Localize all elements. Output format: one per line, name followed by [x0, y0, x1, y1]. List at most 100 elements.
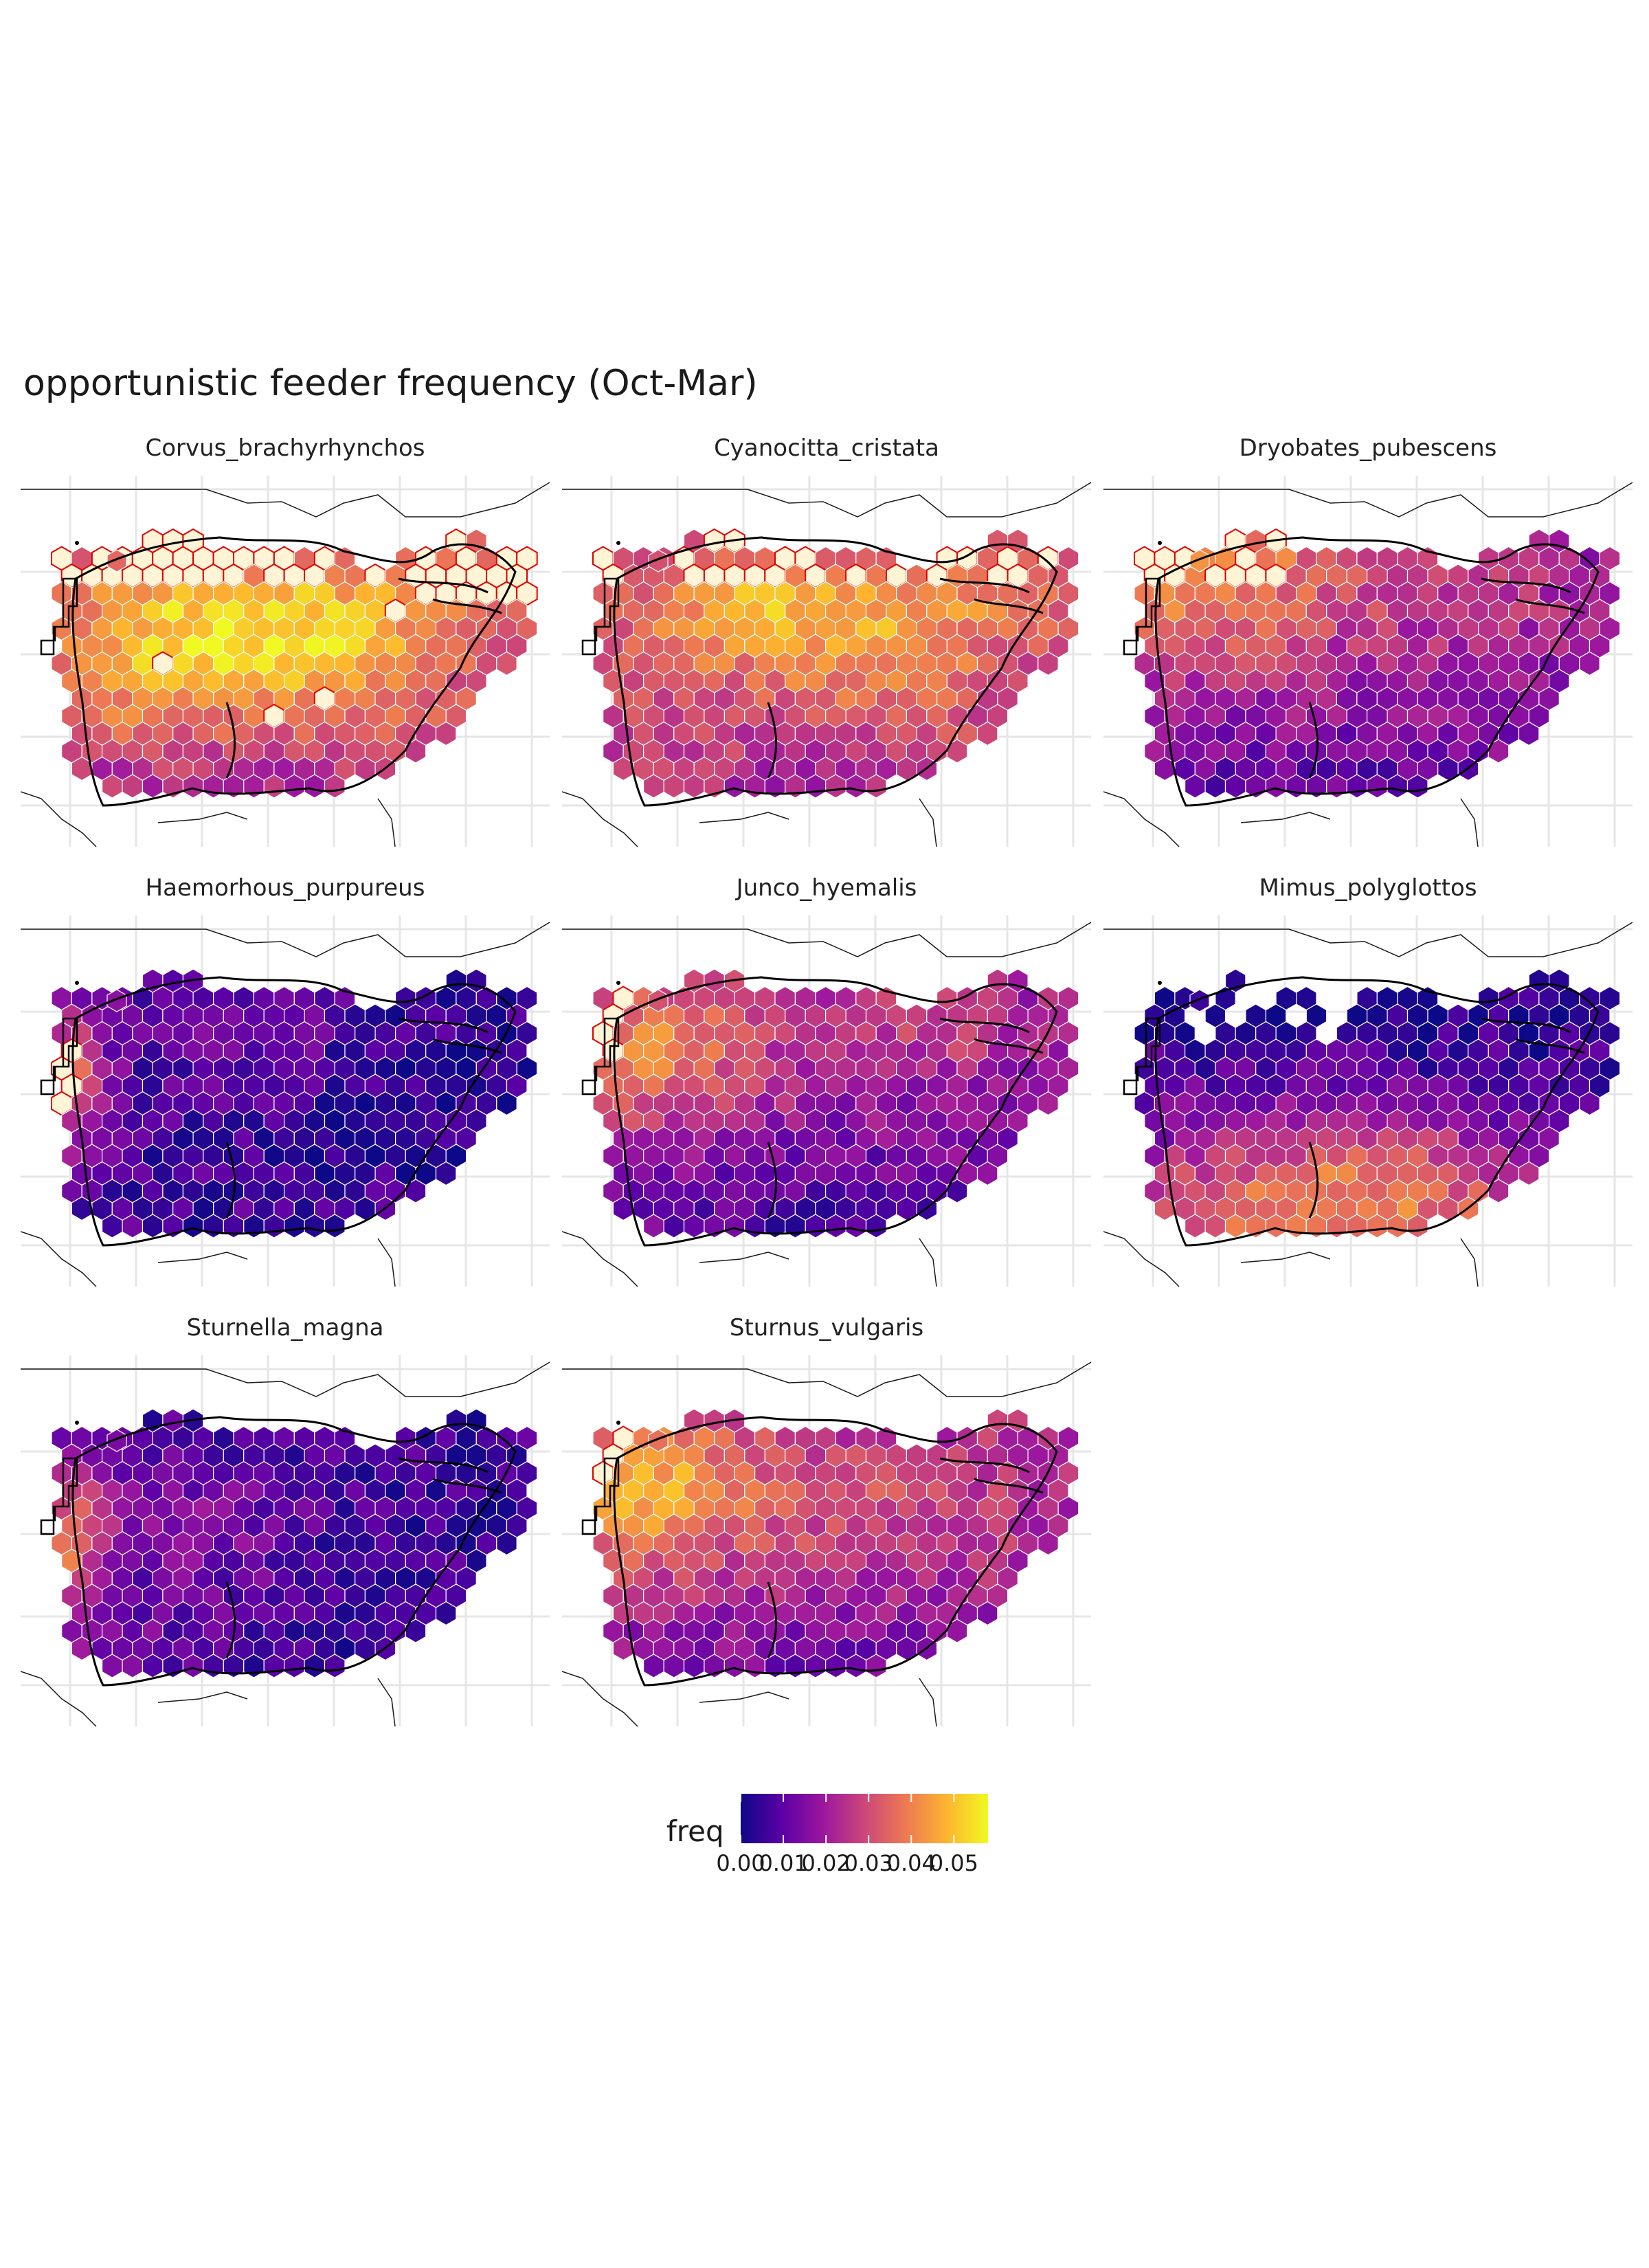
hex-cell	[1488, 739, 1510, 764]
hex-cell	[324, 1654, 346, 1678]
range-boundary	[1154, 976, 1600, 1247]
range-outline	[71, 1416, 517, 1687]
inset-bracket	[581, 577, 620, 656]
hex-cell	[648, 1429, 669, 1452]
hex-cell	[1518, 1161, 1540, 1186]
hex-cell	[1488, 1179, 1510, 1203]
range-outline	[71, 536, 517, 807]
hex-cell	[976, 1161, 998, 1186]
hex-cell	[1579, 651, 1600, 676]
hex-cells	[51, 1408, 538, 1678]
hex-cell	[324, 1214, 346, 1238]
hex-cell	[1037, 1531, 1059, 1556]
boundary-line	[1103, 1231, 1180, 1287]
hex-cell	[1037, 651, 1059, 676]
boundary-line	[157, 812, 248, 823]
range-boundary	[613, 1416, 1058, 1687]
marker-dot	[616, 1421, 620, 1425]
range-outline	[613, 976, 1058, 1247]
boundary-line	[562, 1361, 1091, 1397]
hex-cell	[435, 721, 457, 746]
hex-cell	[435, 1601, 457, 1626]
range-outline	[1154, 976, 1600, 1247]
range-boundary-inner	[225, 1581, 236, 1658]
hex-cell	[1406, 774, 1428, 799]
great-lakes-outline	[939, 1017, 1044, 1054]
inset-marker	[1123, 577, 1161, 656]
range-boundary	[71, 976, 517, 1247]
hex-cell	[106, 549, 127, 572]
boundary-line	[699, 1691, 789, 1703]
great-lakes-outline	[398, 1017, 502, 1054]
hex-cells	[1134, 528, 1621, 799]
map-sturnella-magna	[21, 1355, 550, 1727]
legend-tick-label: 0.00	[716, 1850, 765, 1876]
great-lakes-outline	[1481, 1017, 1585, 1054]
context-boundaries	[21, 922, 550, 1287]
boundary-line	[377, 1678, 396, 1727]
hex-cell	[946, 1179, 968, 1203]
inset-marker	[40, 1017, 78, 1096]
hex-cell	[496, 1531, 517, 1556]
legend-tick-label: 0.02	[801, 1850, 851, 1876]
great-lakes-outline	[398, 1457, 502, 1494]
hex-cells	[592, 968, 1079, 1238]
inset-marker	[581, 1017, 620, 1096]
context-boundaries	[1103, 482, 1633, 847]
great-lakes-outline	[398, 577, 502, 614]
panel-label: Corvus_brachyrhynchos	[145, 434, 425, 462]
range-outline	[1154, 536, 1600, 807]
boundary-line	[1460, 1238, 1479, 1287]
range-outline	[613, 1416, 1058, 1687]
hex-cell	[648, 989, 669, 1012]
range-boundary	[71, 536, 517, 807]
range-boundary	[1154, 536, 1600, 807]
context-boundaries	[21, 482, 550, 847]
legend-tick-label: 0.03	[844, 1850, 893, 1876]
boundary-line	[21, 1361, 550, 1397]
inset-marker	[40, 577, 78, 656]
range-boundary-inner	[1308, 702, 1319, 779]
hex-cell	[405, 1179, 427, 1203]
map-mimus-polyglottos	[1103, 915, 1633, 1287]
boundary-line	[562, 1231, 638, 1287]
panel-label: Sturnella_magna	[186, 1314, 384, 1342]
boundary-line	[21, 922, 550, 957]
hex-cell	[946, 739, 968, 764]
panel-label: Junco_hyemalis	[736, 874, 917, 902]
panel-label: Dryobates_pubescens	[1239, 434, 1497, 462]
hex-cell	[648, 549, 669, 572]
panel-label: Haemorhous_purpureus	[145, 874, 425, 902]
figure-title: opportunistic feeder frequency (Oct-Mar)	[23, 363, 758, 404]
context-boundaries	[21, 1361, 550, 1727]
hex-cell	[106, 1429, 127, 1452]
panel-label: Sturnus_vulgaris	[729, 1314, 924, 1342]
legend-colorbar	[741, 1794, 988, 1843]
great-lakes-outline	[1481, 577, 1585, 614]
range-boundary	[613, 536, 1058, 807]
boundary-line	[157, 1252, 248, 1263]
inset-bracket	[40, 1017, 78, 1096]
inset-bracket	[1123, 1017, 1161, 1096]
hex-cell	[1579, 1091, 1600, 1116]
hex-cells	[1134, 968, 1621, 1238]
hex-cells	[51, 528, 538, 799]
range-boundary-inner	[225, 702, 236, 779]
hex-cell	[976, 721, 998, 746]
boundary-line	[699, 812, 789, 823]
hex-cell	[865, 1214, 887, 1238]
marker-dot	[75, 981, 79, 985]
boundary-line	[1460, 798, 1479, 847]
legend-tick-label: 0.01	[759, 1850, 808, 1876]
boundary-line	[1240, 812, 1331, 823]
legend-tick-label: 0.04	[886, 1850, 936, 1876]
context-boundaries	[562, 1361, 1091, 1727]
range-boundary-inner	[767, 1581, 777, 1658]
hex-cell	[324, 774, 346, 799]
boundary-line	[1240, 1252, 1331, 1263]
context-boundaries	[562, 922, 1091, 1287]
hex-cell	[435, 1161, 457, 1186]
legend-gradient	[741, 1794, 988, 1843]
boundary-line	[1103, 482, 1633, 518]
map-dryobates-pubescens	[1103, 476, 1633, 847]
